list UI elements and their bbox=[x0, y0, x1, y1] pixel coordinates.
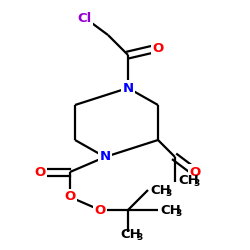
Text: O: O bbox=[152, 42, 164, 54]
Text: O: O bbox=[64, 190, 76, 203]
Text: CH: CH bbox=[160, 204, 181, 216]
Text: CH: CH bbox=[150, 184, 171, 196]
Text: O: O bbox=[190, 166, 200, 178]
Text: O: O bbox=[34, 166, 46, 178]
Text: O: O bbox=[94, 204, 106, 216]
Text: 3: 3 bbox=[165, 188, 171, 198]
Text: N: N bbox=[100, 150, 110, 164]
Text: N: N bbox=[122, 82, 134, 94]
Text: 3: 3 bbox=[193, 178, 199, 188]
Text: 3: 3 bbox=[175, 208, 181, 218]
Text: 3: 3 bbox=[136, 232, 142, 241]
Text: CH: CH bbox=[178, 174, 199, 186]
Text: CH: CH bbox=[120, 228, 141, 240]
Text: Cl: Cl bbox=[78, 12, 92, 24]
